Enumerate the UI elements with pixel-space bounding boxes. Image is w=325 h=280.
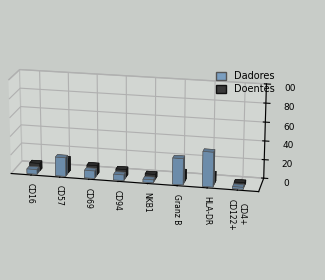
Legend: Dadores, Doentes: Dadores, Doentes xyxy=(216,71,275,94)
